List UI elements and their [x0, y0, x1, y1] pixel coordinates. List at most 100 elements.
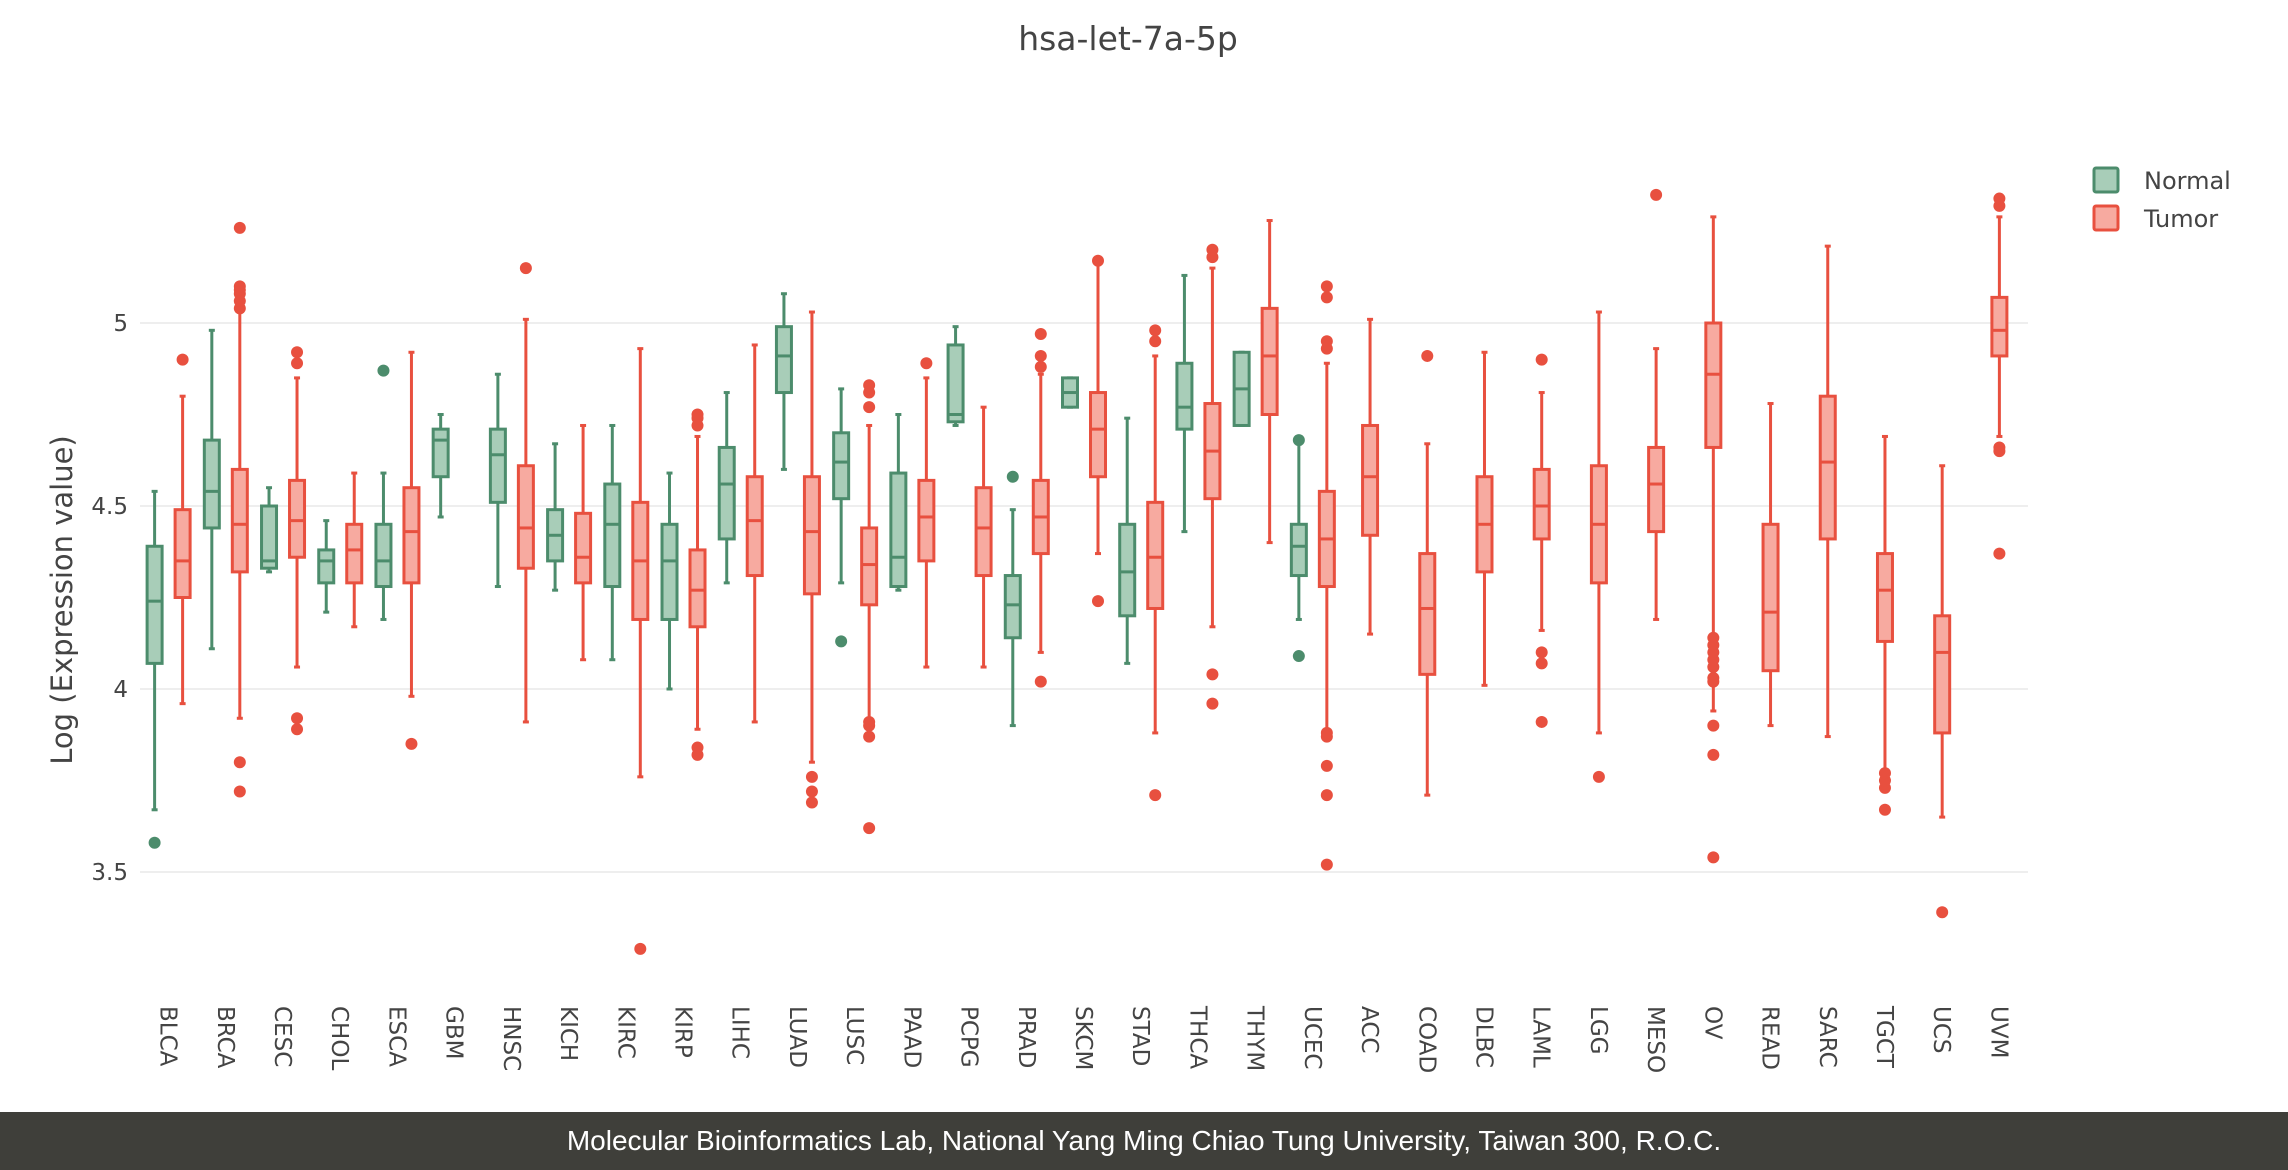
- outlier-point[interactable]: [1206, 243, 1219, 256]
- box-tumor-ov[interactable]: [1704, 215, 1723, 864]
- box-iqr[interactable]: [1647, 445, 1666, 534]
- box-tumor-chol[interactable]: [345, 471, 364, 629]
- outlier-point[interactable]: [1650, 188, 1663, 201]
- outlier-point[interactable]: [1320, 726, 1333, 739]
- outlier-point[interactable]: [519, 262, 532, 275]
- box-normal-luad[interactable]: [774, 292, 793, 471]
- outlier-point[interactable]: [1993, 547, 2006, 560]
- outlier-point[interactable]: [1707, 748, 1720, 761]
- box-iqr[interactable]: [1089, 391, 1107, 479]
- box-iqr[interactable]: [230, 467, 249, 574]
- outlier-point[interactable]: [1421, 349, 1434, 362]
- legend-label-normal[interactable]: Normal: [2144, 167, 2231, 195]
- box-tumor-uvm[interactable]: [1990, 192, 2009, 560]
- box-tumor-thca[interactable]: [1203, 243, 1222, 710]
- outlier-point[interactable]: [1206, 697, 1219, 710]
- box-iqr[interactable]: [603, 482, 622, 589]
- box-iqr[interactable]: [802, 475, 821, 596]
- outlier-point[interactable]: [1006, 470, 1019, 483]
- box-tumor-kich[interactable]: [574, 423, 593, 662]
- outlier-point[interactable]: [1292, 650, 1305, 663]
- box-iqr[interactable]: [1118, 522, 1137, 618]
- outlier-point[interactable]: [176, 353, 189, 366]
- outlier-point[interactable]: [1535, 646, 1548, 659]
- outlier-point[interactable]: [863, 822, 876, 835]
- box-iqr[interactable]: [1532, 467, 1551, 541]
- outlier-point[interactable]: [1149, 324, 1162, 337]
- box-iqr[interactable]: [1003, 574, 1022, 640]
- outlier-point[interactable]: [291, 346, 304, 359]
- outlier-point[interactable]: [233, 756, 246, 769]
- box-iqr[interactable]: [1260, 306, 1279, 416]
- box-iqr[interactable]: [1418, 552, 1437, 676]
- outlier-point[interactable]: [1320, 789, 1333, 802]
- outlier-point[interactable]: [863, 379, 876, 392]
- outlier-point[interactable]: [1535, 715, 1548, 728]
- box-iqr[interactable]: [488, 427, 507, 504]
- box-normal-thym[interactable]: [1232, 350, 1251, 427]
- box-iqr[interactable]: [1761, 522, 1780, 673]
- outlier-point[interactable]: [1149, 335, 1162, 348]
- box-normal-lusc[interactable]: [832, 387, 851, 648]
- box-normal-kirc[interactable]: [603, 423, 622, 662]
- box-tumor-ucec[interactable]: [1317, 280, 1336, 871]
- outlier-point[interactable]: [405, 737, 418, 750]
- outlier-point[interactable]: [863, 401, 876, 414]
- box-normal-kich[interactable]: [546, 442, 565, 592]
- box-tumor-blca[interactable]: [173, 353, 192, 706]
- box-iqr[interactable]: [717, 445, 736, 541]
- box-tumor-pcpg[interactable]: [974, 405, 993, 669]
- outlier-point[interactable]: [920, 357, 933, 370]
- box-normal-cesc[interactable]: [260, 486, 279, 574]
- box-tumor-thym[interactable]: [1260, 219, 1279, 545]
- box-iqr[interactable]: [345, 522, 364, 585]
- box-tumor-lihc[interactable]: [745, 343, 764, 724]
- box-iqr[interactable]: [1289, 522, 1308, 578]
- box-iqr[interactable]: [288, 478, 307, 559]
- box-normal-stad[interactable]: [1118, 416, 1137, 665]
- box-tumor-meso[interactable]: [1647, 188, 1666, 621]
- box-iqr[interactable]: [917, 478, 936, 563]
- outlier-point[interactable]: [1320, 280, 1333, 293]
- outlier-point[interactable]: [1320, 858, 1333, 871]
- box-iqr[interactable]: [516, 464, 535, 570]
- outlier-point[interactable]: [1707, 631, 1720, 644]
- outlier-point[interactable]: [1707, 672, 1720, 685]
- outlier-point[interactable]: [691, 741, 704, 754]
- box-tumor-coad[interactable]: [1418, 349, 1437, 797]
- box-iqr[interactable]: [1361, 423, 1380, 537]
- box-normal-kirp[interactable]: [660, 471, 679, 691]
- outlier-point[interactable]: [863, 730, 876, 743]
- box-tumor-sarc[interactable]: [1818, 244, 1837, 739]
- outlier-point[interactable]: [1206, 668, 1219, 681]
- outlier-point[interactable]: [1092, 254, 1104, 267]
- box-iqr[interactable]: [688, 548, 707, 629]
- box-tumor-kirc[interactable]: [631, 347, 650, 955]
- box-tumor-brca[interactable]: [230, 221, 249, 798]
- outlier-point[interactable]: [1707, 719, 1720, 732]
- box-normal-lihc[interactable]: [717, 391, 736, 585]
- box-iqr[interactable]: [1933, 614, 1952, 735]
- box-tumor-kirp[interactable]: [688, 408, 707, 761]
- box-iqr[interactable]: [145, 544, 164, 665]
- box-normal-paad[interactable]: [889, 413, 908, 592]
- legend-label-tumor[interactable]: Tumor: [2143, 205, 2218, 233]
- outlier-point[interactable]: [1707, 851, 1720, 864]
- outlier-point[interactable]: [1292, 434, 1305, 447]
- box-tumor-tgct[interactable]: [1875, 434, 1894, 816]
- box-normal-thca[interactable]: [1175, 273, 1194, 534]
- box-tumor-esca[interactable]: [402, 350, 421, 750]
- outlier-point[interactable]: [291, 712, 304, 725]
- box-tumor-stad[interactable]: [1146, 324, 1165, 802]
- box-iqr[interactable]: [860, 526, 879, 607]
- box-normal-blca[interactable]: [145, 489, 164, 849]
- outlier-point[interactable]: [1034, 360, 1047, 373]
- outlier-point[interactable]: [691, 408, 704, 421]
- outlier-point[interactable]: [805, 770, 818, 783]
- box-normal-skcm[interactable]: [1061, 376, 1079, 409]
- outlier-point[interactable]: [1320, 759, 1333, 772]
- outlier-point[interactable]: [148, 836, 161, 849]
- outlier-point[interactable]: [233, 221, 246, 234]
- box-iqr[interactable]: [1818, 394, 1837, 541]
- box-iqr[interactable]: [574, 511, 593, 585]
